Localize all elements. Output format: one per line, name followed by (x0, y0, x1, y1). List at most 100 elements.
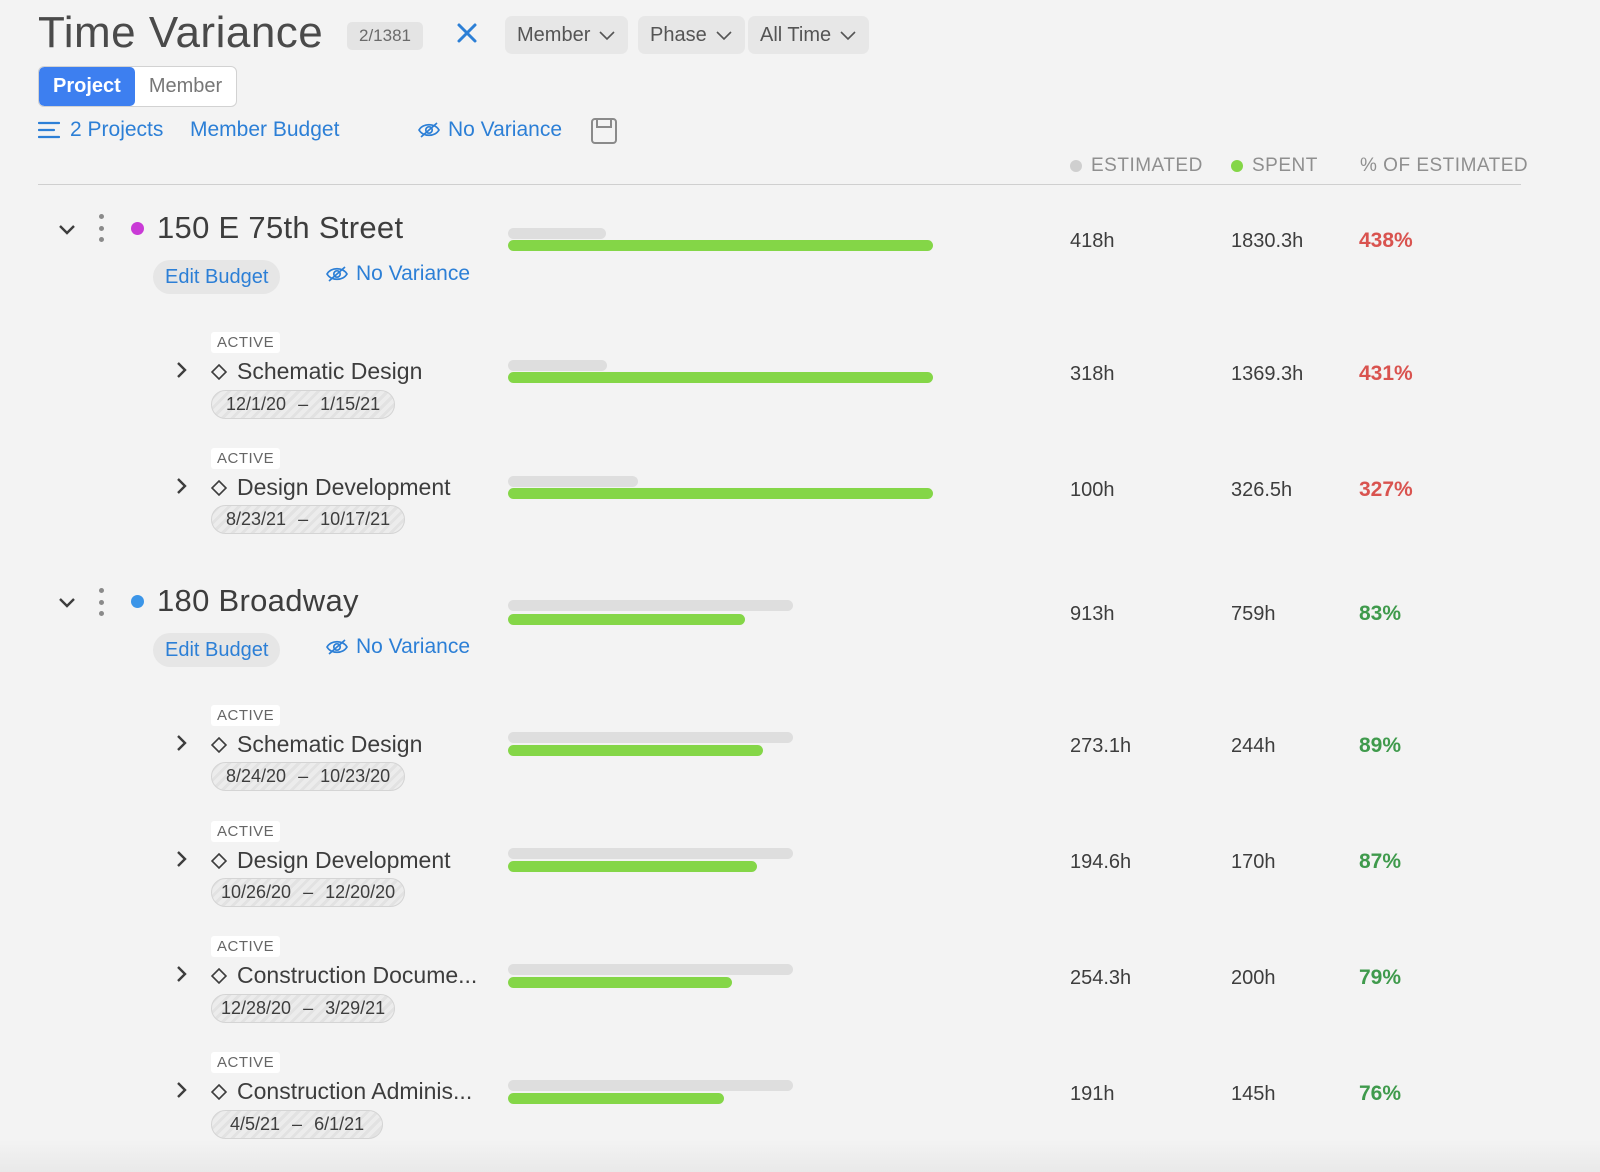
chevron-down-icon (716, 31, 732, 41)
estimated-value: 318h (1070, 363, 1115, 385)
time-range-dropdown[interactable]: All Time (748, 16, 870, 54)
date-separator: – (292, 1114, 303, 1134)
spent-bar (508, 745, 763, 756)
member-filter-label: Member (517, 24, 591, 46)
spent-value: 145h (1231, 1083, 1276, 1105)
expand-chevron-icon[interactable] (170, 848, 192, 875)
expand-chevron-icon[interactable] (170, 1079, 192, 1106)
spent-value: 1830.3h (1231, 230, 1304, 252)
phase-date-range: 8/23/21–10/17/21 (211, 505, 406, 534)
project-color-dot (131, 222, 144, 235)
phase-name-label: Schematic Design (237, 358, 423, 384)
end-date: 3/29/21 (325, 998, 386, 1018)
eye-slash-icon (326, 266, 348, 282)
estimated-value: 273.1h (1070, 735, 1132, 757)
eye-slash-icon (326, 639, 348, 655)
phase-name[interactable]: Construction Docume... (211, 962, 477, 989)
phase-name-label: Design Development (237, 474, 451, 500)
list-icon (38, 121, 60, 139)
estimated-column-header: ESTIMATED (1070, 155, 1203, 177)
spent-value: 244h (1231, 735, 1276, 757)
spent-value: 200h (1231, 967, 1276, 989)
collapse-chevron-icon[interactable] (56, 591, 78, 618)
diamond-icon (211, 736, 227, 753)
collapse-chevron-icon[interactable] (56, 218, 78, 245)
project-menu-icon[interactable] (99, 214, 105, 242)
tab-member[interactable]: Member (148, 75, 223, 97)
estimated-bar (508, 964, 793, 975)
spent-bar (508, 1093, 724, 1104)
estimated-bar (508, 600, 793, 611)
clear-filter-close-icon[interactable] (452, 18, 482, 48)
start-date: 8/24/20 (226, 766, 287, 786)
phase-date-range: 12/1/20–1/15/21 (211, 390, 396, 419)
estimated-column-label: ESTIMATED (1091, 155, 1203, 176)
estimated-bar (508, 1080, 793, 1091)
phase-name-label: Design Development (237, 847, 451, 873)
percent-value: 83% (1359, 602, 1402, 625)
end-date: 10/17/21 (320, 509, 391, 529)
project-name[interactable]: 180 Broadway (157, 583, 359, 618)
spent-value: 759h (1231, 603, 1276, 625)
expand-chevron-icon[interactable] (170, 963, 192, 990)
spent-value: 170h (1231, 851, 1276, 873)
spent-column-header: SPENT (1231, 155, 1318, 177)
date-separator: – (303, 998, 314, 1018)
spent-bar (508, 372, 933, 383)
phase-name-label: Schematic Design (237, 731, 423, 757)
date-separator: – (298, 766, 309, 786)
estimated-value: 194.6h (1070, 851, 1132, 873)
project-menu-icon[interactable] (99, 588, 105, 616)
projects-list-button[interactable]: 2 Projects (38, 118, 163, 142)
no-variance-toggle[interactable]: No Variance (326, 262, 470, 286)
end-date: 10/23/20 (320, 766, 391, 786)
header-divider (38, 184, 1521, 185)
start-date: 4/5/21 (230, 1114, 281, 1134)
spent-bar (508, 488, 933, 499)
phase-filter-label: Phase (650, 24, 707, 46)
diamond-icon (211, 363, 227, 380)
spent-bar (508, 861, 757, 872)
no-variance-toggle[interactable]: No Variance (326, 635, 470, 659)
diamond-icon (211, 852, 227, 869)
save-icon[interactable] (590, 117, 618, 150)
estimated-value: 418h (1070, 230, 1115, 252)
result-count-badge: 2/1381 (347, 22, 423, 50)
expand-chevron-icon[interactable] (170, 732, 192, 759)
tab-project[interactable]: Project (39, 67, 135, 106)
member-filter-dropdown[interactable]: Member (505, 16, 629, 54)
phase-name-label: Construction Docume... (237, 962, 478, 988)
expand-chevron-icon[interactable] (170, 475, 192, 502)
start-date: 12/28/20 (221, 998, 292, 1018)
phase-name[interactable]: Design Development (211, 474, 451, 501)
member-budget-link[interactable]: Member Budget (190, 118, 340, 141)
spent-value: 326.5h (1231, 479, 1293, 501)
diamond-icon (211, 1083, 227, 1100)
project-color-dot (131, 595, 144, 608)
no-variance-label: No Variance (356, 635, 471, 658)
percent-value: 87% (1359, 850, 1402, 873)
percent-value: 76% (1359, 1082, 1402, 1105)
start-date: 10/26/20 (221, 882, 292, 902)
phase-name[interactable]: Schematic Design (211, 358, 422, 385)
edit-budget-button[interactable]: Edit Budget (153, 633, 281, 667)
end-date: 12/20/20 (325, 882, 396, 902)
page-title: Time Variance (38, 8, 324, 57)
project-name[interactable]: 150 E 75th Street (157, 210, 404, 245)
date-separator: – (298, 394, 309, 414)
expand-chevron-icon[interactable] (170, 359, 192, 386)
no-variance-toggle[interactable]: No Variance (418, 118, 562, 142)
percent-value: 327% (1359, 478, 1413, 501)
no-variance-label: No Variance (448, 118, 563, 141)
projects-count-label: 2 Projects (70, 118, 164, 141)
view-toggle: Project Member (38, 66, 238, 107)
phase-date-range: 12/28/20–3/29/21 (211, 994, 396, 1023)
eye-slash-icon (418, 122, 440, 138)
phase-name[interactable]: Construction Adminis... (211, 1078, 472, 1105)
phase-filter-dropdown[interactable]: Phase (638, 16, 745, 54)
edit-budget-button[interactable]: Edit Budget (153, 260, 281, 294)
phase-name[interactable]: Schematic Design (211, 731, 422, 758)
end-date: 1/15/21 (320, 394, 381, 414)
diamond-icon (211, 479, 227, 496)
phase-name[interactable]: Design Development (211, 847, 451, 874)
